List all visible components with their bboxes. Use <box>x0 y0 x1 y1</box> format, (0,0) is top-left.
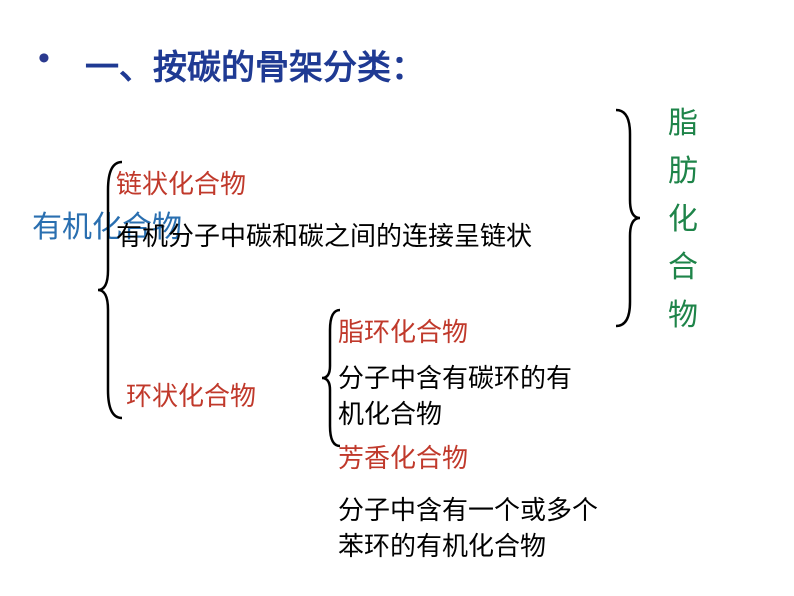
aromatic-desc-2: 苯环的有机化合物 <box>338 526 546 563</box>
alicyclic-title: 脂环化合物 <box>338 312 468 349</box>
title-bullet: • <box>38 40 50 78</box>
chain-compound-title: 链状化合物 <box>116 164 246 201</box>
aliphatic-char-4: 物 <box>668 290 698 334</box>
aliphatic-char-0: 脂 <box>668 98 698 142</box>
aliphatic-char-2: 化 <box>668 194 698 238</box>
ring-compound-title: 环状化合物 <box>126 376 256 413</box>
aromatic-desc-1: 分子中含有一个或多个 <box>338 490 598 527</box>
page-title: 一、按碳的骨架分类： <box>85 40 425 89</box>
aliphatic-char-3: 合 <box>668 242 698 286</box>
aliphatic-char-1: 肪 <box>668 146 698 190</box>
chain-compound-desc: 有机分子中碳和碳之间的连接呈链状 <box>116 216 532 253</box>
alicyclic-desc-1: 分子中含有碳环的有 <box>338 358 572 395</box>
aromatic-title: 芳香化合物 <box>338 438 468 475</box>
alicyclic-desc-2: 机化合物 <box>338 394 442 431</box>
brace-right-aliphatic <box>612 108 642 328</box>
